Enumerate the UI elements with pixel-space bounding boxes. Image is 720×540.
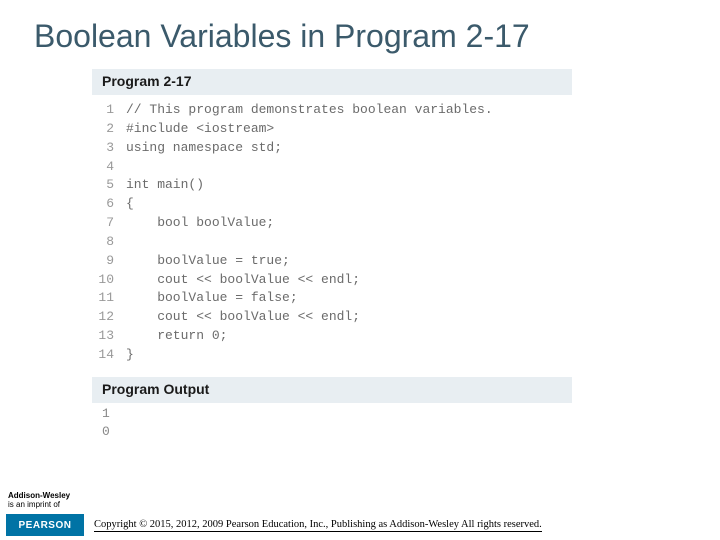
line-number: 3 bbox=[92, 139, 126, 158]
code-text: using namespace std; bbox=[126, 139, 282, 158]
code-text: { bbox=[126, 195, 134, 214]
program-header: Program 2-17 bbox=[92, 69, 572, 95]
code-line: 5int main() bbox=[92, 176, 572, 195]
line-number: 7 bbox=[92, 214, 126, 233]
line-number: 2 bbox=[92, 120, 126, 139]
code-line: 10 cout << boolValue << endl; bbox=[92, 271, 572, 290]
line-number: 12 bbox=[92, 308, 126, 327]
program-area: Program 2-17 1// This program demonstrat… bbox=[92, 69, 572, 447]
code-text: return 0; bbox=[126, 327, 227, 346]
pearson-logo: PEARSON bbox=[6, 514, 84, 536]
code-text: cout << boolValue << endl; bbox=[126, 271, 360, 290]
code-text: #include <iostream> bbox=[126, 120, 274, 139]
imprint-line2: is an imprint of bbox=[8, 500, 60, 509]
code-text: boolValue = false; bbox=[126, 289, 298, 308]
line-number: 1 bbox=[92, 101, 126, 120]
code-line: 3using namespace std; bbox=[92, 139, 572, 158]
slide-title: Boolean Variables in Program 2-17 bbox=[0, 0, 720, 55]
code-text: } bbox=[126, 346, 134, 365]
output-block: 1 0 bbox=[92, 403, 572, 447]
code-line: 2#include <iostream> bbox=[92, 120, 572, 139]
code-line: 8 bbox=[92, 233, 572, 252]
output-line: 1 bbox=[102, 405, 562, 423]
line-number: 5 bbox=[92, 176, 126, 195]
code-line: 6{ bbox=[92, 195, 572, 214]
code-text: boolValue = true; bbox=[126, 252, 290, 271]
line-number: 11 bbox=[92, 289, 126, 308]
output-line: 0 bbox=[102, 423, 562, 441]
output-header: Program Output bbox=[92, 377, 572, 403]
code-line: 11 boolValue = false; bbox=[92, 289, 572, 308]
line-number: 4 bbox=[92, 158, 126, 177]
code-line: 13 return 0; bbox=[92, 327, 572, 346]
line-number: 10 bbox=[92, 271, 126, 290]
code-text: cout << boolValue << endl; bbox=[126, 308, 360, 327]
code-line: 7 bool boolValue; bbox=[92, 214, 572, 233]
line-number: 8 bbox=[92, 233, 126, 252]
code-line: 14} bbox=[92, 346, 572, 365]
code-line: 12 cout << boolValue << endl; bbox=[92, 308, 572, 327]
line-number: 6 bbox=[92, 195, 126, 214]
code-text: int main() bbox=[126, 176, 204, 195]
imprint-brand: Addison-Wesley bbox=[8, 491, 70, 500]
imprint-text: Addison-Wesley is an imprint of bbox=[8, 492, 70, 510]
line-number: 13 bbox=[92, 327, 126, 346]
copyright-text: Copyright © 2015, 2012, 2009 Pearson Edu… bbox=[94, 519, 542, 532]
code-line: 4 bbox=[92, 158, 572, 177]
code-line: 9 boolValue = true; bbox=[92, 252, 572, 271]
code-text: bool boolValue; bbox=[126, 214, 274, 233]
code-text: // This program demonstrates boolean var… bbox=[126, 101, 493, 120]
line-number: 9 bbox=[92, 252, 126, 271]
code-line: 1// This program demonstrates boolean va… bbox=[92, 101, 572, 120]
footer: Addison-Wesley is an imprint of PEARSON … bbox=[0, 486, 720, 540]
line-number: 14 bbox=[92, 346, 126, 365]
program-header-text: Program 2-17 bbox=[102, 73, 191, 89]
output-header-text: Program Output bbox=[102, 381, 209, 397]
code-block: 1// This program demonstrates boolean va… bbox=[92, 95, 572, 371]
